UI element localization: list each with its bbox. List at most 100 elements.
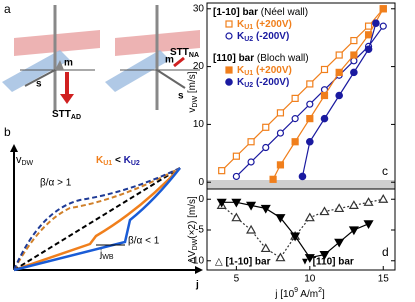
label-stt: STTNA bbox=[170, 47, 199, 59]
marker bbox=[304, 212, 315, 222]
yl-sub: DW bbox=[192, 96, 199, 108]
label-s: s bbox=[178, 91, 184, 102]
y-tick-label: 20 bbox=[193, 61, 205, 72]
j: j bbox=[99, 249, 102, 260]
marker bbox=[231, 198, 242, 208]
marker bbox=[260, 243, 271, 253]
yl: ΔV bbox=[187, 250, 198, 264]
x-tick-label: 5 bbox=[234, 274, 240, 285]
marker bbox=[269, 175, 277, 183]
stt: STT bbox=[52, 109, 71, 120]
marker bbox=[348, 200, 359, 209]
k2: K bbox=[124, 155, 132, 166]
marker bbox=[379, 22, 387, 30]
k1: K bbox=[96, 155, 104, 166]
marker bbox=[216, 198, 227, 208]
marker bbox=[320, 114, 329, 123]
legend-entry: KU1 (+200V) bbox=[237, 19, 292, 31]
schematic-b: b vDW KU1 < KU2 β/α > 1 β/α < 1 jWB j bbox=[4, 125, 203, 291]
marker bbox=[335, 51, 343, 59]
marker bbox=[276, 109, 285, 117]
stt-sub: AD bbox=[71, 114, 81, 121]
y-tick-label: 30 bbox=[193, 3, 205, 14]
xl-unit: A/m bbox=[298, 289, 318, 300]
marker bbox=[335, 91, 343, 100]
marker bbox=[363, 197, 374, 206]
stt-sub: NA bbox=[189, 52, 199, 59]
y-axis-label: vDW [m/s] bbox=[187, 71, 199, 112]
schematic-a: a m s STTAD m s STTNA bbox=[2, 2, 200, 121]
marker bbox=[334, 238, 345, 248]
legend-entry: KU2 (-200V) bbox=[237, 77, 289, 89]
series-line bbox=[221, 8, 384, 172]
j-sub: WB bbox=[102, 254, 114, 261]
legend-k: K bbox=[237, 65, 245, 76]
x-axis-label: j [109 A/m2] bbox=[274, 287, 325, 300]
label-s: s bbox=[36, 79, 42, 90]
marker bbox=[350, 68, 358, 77]
marker bbox=[225, 32, 233, 40]
marker bbox=[372, 19, 380, 28]
marker bbox=[276, 129, 285, 137]
marker bbox=[334, 203, 345, 213]
k-label: KU1 < KU2 bbox=[96, 155, 140, 167]
zero-band bbox=[207, 180, 395, 189]
xl-end: ] bbox=[322, 289, 325, 300]
xl-sup: 2 bbox=[318, 287, 322, 294]
marker bbox=[350, 51, 358, 59]
marker bbox=[275, 252, 286, 262]
marker bbox=[348, 226, 359, 236]
marker bbox=[298, 172, 307, 181]
label-m: m bbox=[165, 55, 174, 66]
k2-sub: U2 bbox=[131, 160, 140, 167]
marker bbox=[306, 80, 314, 88]
marker bbox=[275, 214, 286, 223]
legend-group-bold: [1-10] bar bbox=[213, 7, 258, 18]
beta-lt: β/α < 1 bbox=[128, 236, 160, 247]
panel-letter: b bbox=[4, 125, 11, 139]
jwb: jWB bbox=[99, 249, 114, 261]
b-ylabel: vDW bbox=[16, 154, 34, 167]
marker bbox=[291, 138, 299, 146]
marker bbox=[335, 68, 343, 76]
marker bbox=[304, 254, 315, 263]
marker bbox=[246, 201, 257, 211]
legend-k-sub: U1 bbox=[244, 24, 253, 31]
label-m: m bbox=[64, 58, 73, 69]
xl: j [10 bbox=[274, 289, 294, 300]
marker bbox=[232, 152, 240, 160]
legend-rest: (-200V) bbox=[253, 31, 289, 42]
plot-frame bbox=[206, 2, 396, 271]
legend-entry: KU1 (+200V) bbox=[237, 65, 292, 77]
marker bbox=[262, 143, 270, 152]
marker bbox=[350, 36, 358, 45]
y-tick-label: 10 bbox=[193, 119, 205, 130]
marker bbox=[276, 161, 285, 169]
marker bbox=[379, 5, 387, 13]
y-tick-label: -10 bbox=[190, 255, 205, 266]
y-tick-label: -5 bbox=[195, 225, 204, 236]
marker bbox=[364, 22, 373, 30]
x-tick-label: 15 bbox=[378, 274, 390, 285]
marker bbox=[291, 94, 299, 102]
marker bbox=[364, 31, 373, 39]
marker bbox=[247, 138, 255, 146]
marker bbox=[320, 65, 329, 74]
stt: STT bbox=[170, 47, 189, 58]
beta-gt: β/α > 1 bbox=[40, 178, 72, 189]
marker bbox=[350, 57, 358, 65]
x-tick-label: 10 bbox=[304, 274, 316, 285]
yl: v bbox=[187, 108, 198, 113]
series-line bbox=[221, 201, 369, 259]
y-tick-label: 0 bbox=[198, 194, 204, 205]
marker bbox=[260, 204, 271, 214]
legend-k: K bbox=[237, 77, 245, 88]
marker bbox=[218, 167, 226, 175]
legend-group: [110] bar (Bloch wall) bbox=[213, 53, 309, 64]
marker bbox=[364, 45, 373, 54]
b-xlabel: j bbox=[195, 280, 199, 291]
marker bbox=[232, 172, 240, 181]
legend-group-bold: [110] bar bbox=[213, 53, 254, 64]
marker bbox=[225, 20, 233, 28]
